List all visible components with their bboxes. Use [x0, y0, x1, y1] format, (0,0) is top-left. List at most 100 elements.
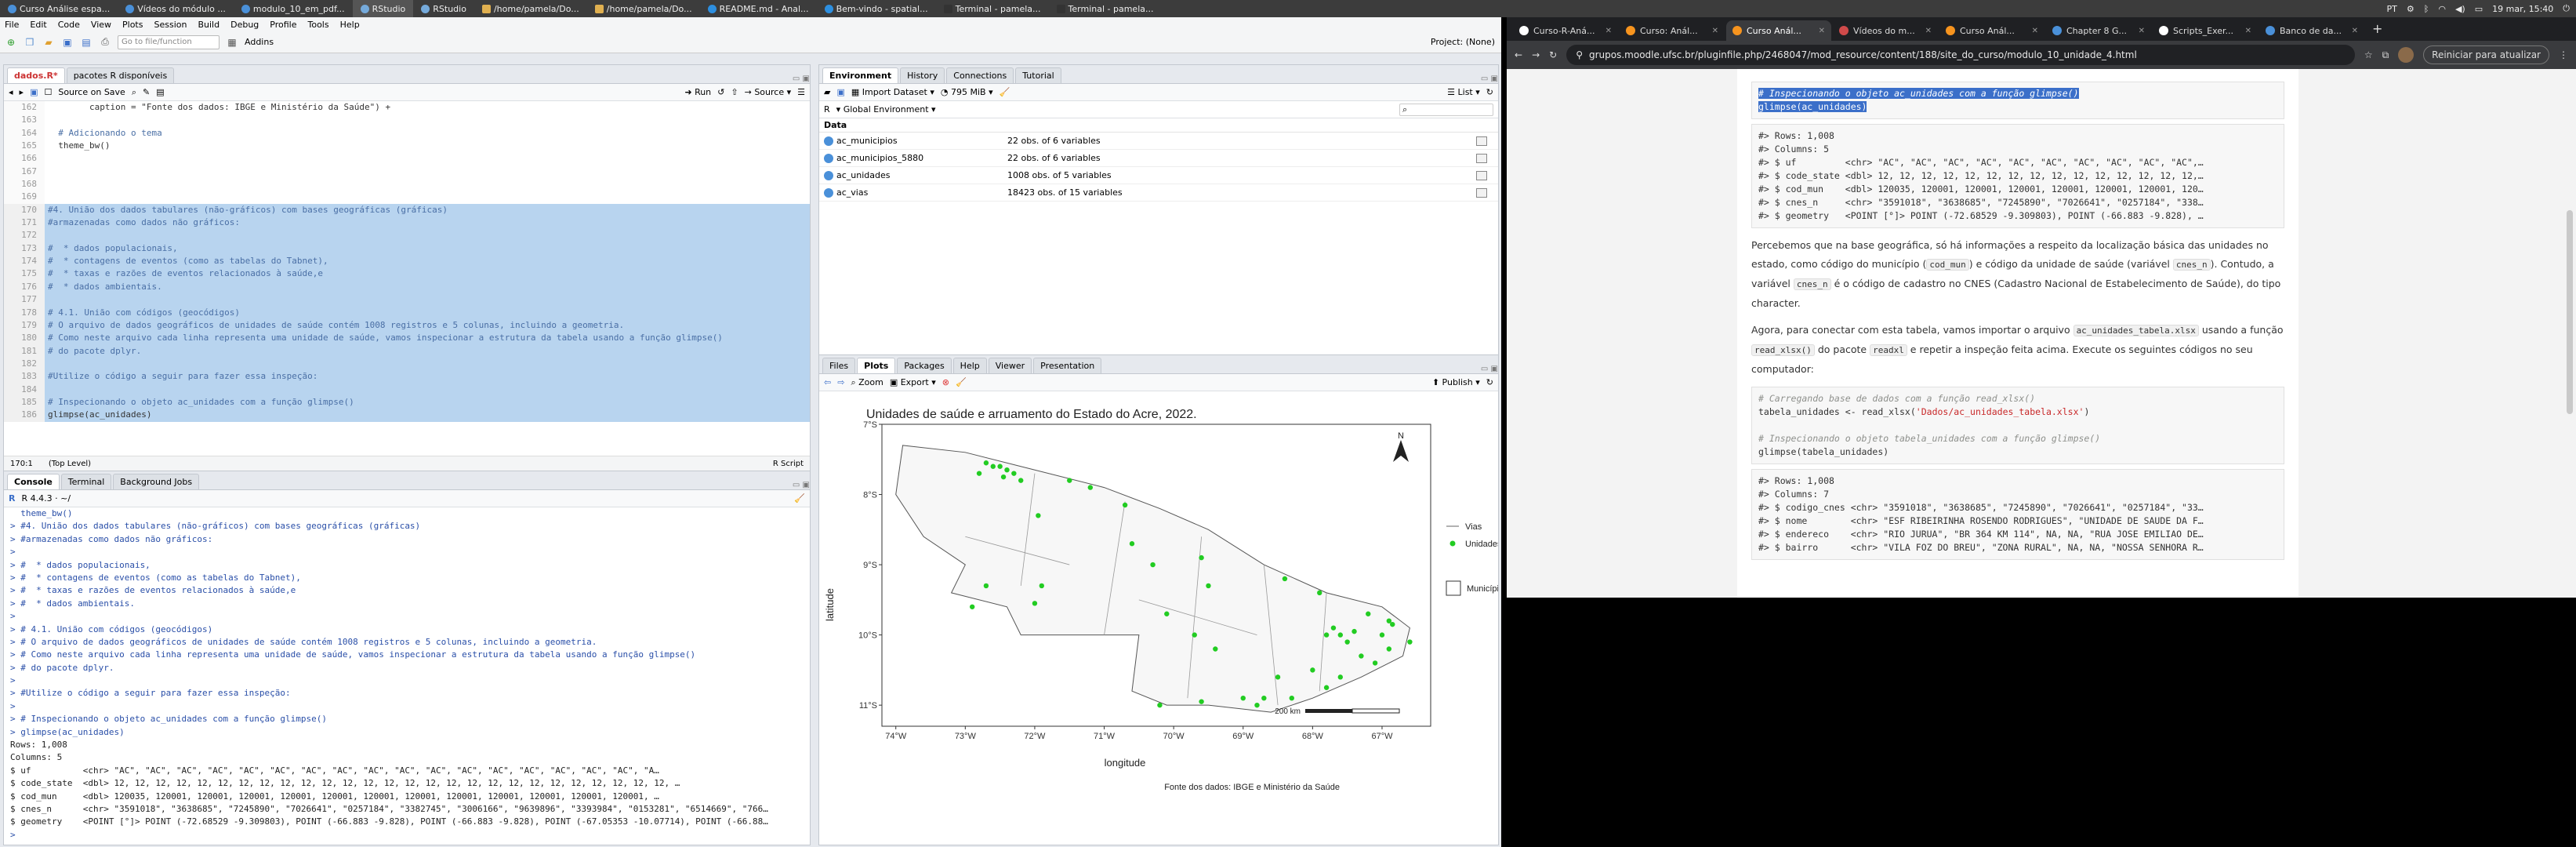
environment-row[interactable]: ac_municipios 22 obs. of 6 variables: [819, 133, 1498, 150]
scope-indicator[interactable]: (Top Level): [48, 460, 92, 468]
goto-file-input[interactable]: Go to file/function: [118, 35, 220, 49]
project-menu[interactable]: Project: (None): [1430, 37, 1495, 47]
save-icon[interactable]: ▣: [836, 87, 845, 97]
back-icon[interactable]: ◂: [9, 87, 13, 97]
settings-icon[interactable]: ⚙: [2406, 3, 2415, 14]
taskbar-app-5[interactable]: /home/pamela/Do...: [474, 0, 587, 17]
menu-help[interactable]: Help: [339, 19, 360, 30]
close-tab-icon[interactable]: ✕: [2031, 26, 2038, 35]
expand-icon[interactable]: [824, 170, 833, 180]
clock[interactable]: 19 mar, 15:40: [2492, 3, 2554, 14]
close-tab-icon[interactable]: ✕: [2244, 26, 2251, 35]
restart-update-button[interactable]: Reiniciar para atualizar: [2423, 45, 2549, 64]
tab-plots[interactable]: Plots: [857, 358, 896, 373]
pane-controls[interactable]: ▭ ▣: [792, 481, 810, 489]
save-all-icon[interactable]: ▤: [82, 36, 91, 48]
clear-env-icon[interactable]: 🧹: [999, 87, 1010, 97]
browser-tab[interactable]: Curso Anál... ✕: [1939, 20, 2044, 41]
menu-edit[interactable]: Edit: [30, 19, 47, 30]
addins-menu[interactable]: Addins: [245, 37, 274, 47]
tab-terminal[interactable]: Terminal: [60, 474, 112, 489]
taskbar-app-2[interactable]: modulo_10_em_pdf...: [234, 0, 353, 17]
refresh-icon[interactable]: ↻: [1486, 87, 1493, 97]
site-info-icon[interactable]: ⚲: [1576, 49, 1583, 60]
source-button[interactable]: → Source ▾: [744, 87, 792, 97]
close-tab-icon[interactable]: ✕: [2351, 26, 2358, 35]
menu-build[interactable]: Build: [198, 19, 220, 30]
menu-file[interactable]: File: [5, 19, 20, 30]
menu-session[interactable]: Session: [154, 19, 187, 30]
tab-connections[interactable]: Connections: [946, 67, 1014, 83]
page-scrollbar[interactable]: [2567, 210, 2573, 414]
view-table-icon[interactable]: [1476, 170, 1487, 180]
power-icon[interactable]: ⏻: [2563, 3, 2570, 13]
taskbar-app-7[interactable]: README.md - Anal...: [700, 0, 817, 17]
new-tab-icon[interactable]: +: [2372, 21, 2383, 36]
keyboard-layout[interactable]: PT: [2386, 3, 2397, 14]
menu-plots[interactable]: Plots: [122, 19, 143, 30]
taskbar-app-1[interactable]: Vídeos do módulo ...: [118, 0, 234, 17]
battery-icon[interactable]: ▭: [2474, 3, 2483, 14]
bookmark-star-icon[interactable]: ☆: [2364, 49, 2373, 60]
close-tab-icon[interactable]: ✕: [1711, 26, 1718, 35]
browser-tab[interactable]: Scripts_Exer... ✕: [2153, 20, 2258, 41]
environment-row[interactable]: ac_municipios_5880 22 obs. of 6 variables: [819, 150, 1498, 167]
tab-pacotes[interactable]: pacotes R disponíveis: [66, 67, 175, 83]
save-icon[interactable]: ▣: [63, 36, 72, 48]
publish-button[interactable]: ⬆ Publish ▾: [1431, 377, 1480, 387]
open-icon[interactable]: ▰: [824, 87, 831, 97]
menu-tools[interactable]: Tools: [307, 19, 329, 30]
back-icon[interactable]: ←: [1515, 49, 1523, 60]
view-table-icon[interactable]: [1476, 187, 1487, 198]
pane-controls[interactable]: ▭ ▣: [792, 75, 810, 83]
environment-search[interactable]: ⌕: [1399, 103, 1493, 116]
taskbar-app-10[interactable]: Terminal - pamela...: [1049, 0, 1162, 17]
save-icon[interactable]: ▣: [30, 87, 38, 97]
up-icon[interactable]: ⇧: [731, 87, 738, 97]
grid-icon[interactable]: ▦: [227, 36, 237, 48]
console-output[interactable]: theme_bw() > #4. União dos dados tabulare…: [4, 507, 810, 845]
wand-icon[interactable]: ✎: [143, 87, 151, 97]
menu-debug[interactable]: Debug: [230, 19, 259, 30]
tab-viewer[interactable]: Viewer: [988, 358, 1032, 373]
taskbar-app-4[interactable]: RStudio: [413, 0, 474, 17]
reload-icon[interactable]: ↻: [1549, 49, 1558, 60]
environment-row[interactable]: ac_vias 18423 obs. of 15 variables: [819, 184, 1498, 202]
pane-controls[interactable]: ▭ ▣: [1480, 365, 1498, 373]
close-tab-icon[interactable]: ✕: [1818, 26, 1825, 35]
selected-code-block[interactable]: # Inspecionando o objeto ac_unidades com…: [1751, 82, 2284, 119]
tab-dados-r[interactable]: dados.R*: [7, 67, 65, 83]
tab-files[interactable]: Files: [822, 358, 856, 373]
tab-help[interactable]: Help: [952, 358, 987, 373]
tab-presentation[interactable]: Presentation: [1033, 358, 1102, 373]
forward-icon[interactable]: →: [1532, 49, 1540, 60]
view-table-icon[interactable]: [1476, 136, 1487, 146]
clear-plots-icon[interactable]: 🧹: [955, 377, 967, 387]
forward-icon[interactable]: ▸: [19, 87, 24, 97]
back-icon[interactable]: ⇦: [824, 377, 832, 387]
compile-icon[interactable]: ▤: [156, 87, 165, 97]
rerun-icon[interactable]: ↺: [717, 87, 725, 97]
scope-select[interactable]: ▾ Global Environment ▾: [836, 104, 936, 115]
code-editor[interactable]: 162 caption = "Fonte dos dados: IBGE e M…: [4, 101, 810, 473]
tab-background-jobs[interactable]: Background Jobs: [113, 474, 200, 489]
address-bar[interactable]: ⚲ grupos.moodle.ufsc.br/pluginfile.php/2…: [1566, 45, 2355, 65]
code-block-2[interactable]: # Carregando base de dados com a função …: [1751, 387, 2284, 464]
taskbar-app-3[interactable]: RStudio: [352, 0, 414, 17]
language-select[interactable]: R: [824, 104, 830, 115]
menu-profile[interactable]: Profile: [270, 19, 297, 30]
menu-view[interactable]: View: [90, 19, 112, 30]
search-icon[interactable]: ⌕: [131, 86, 136, 97]
extensions-icon[interactable]: ⧉: [2382, 49, 2389, 60]
zoom-button[interactable]: ⌕ Zoom: [851, 376, 883, 387]
menu-kebab-icon[interactable]: ⋮: [2559, 49, 2568, 60]
print-icon[interactable]: ⎙: [101, 36, 109, 47]
tab-environment[interactable]: Environment: [822, 67, 899, 83]
open-file-icon[interactable]: ▰: [45, 36, 53, 48]
taskbar-app-9[interactable]: Terminal - pamela...: [936, 0, 1049, 17]
new-project-icon[interactable]: ❒: [25, 36, 34, 48]
run-button[interactable]: ➜ Run: [684, 87, 712, 97]
close-tab-icon[interactable]: ✕: [1925, 26, 1932, 35]
refresh-icon[interactable]: ↻: [1486, 377, 1493, 387]
tab-tutorial[interactable]: Tutorial: [1015, 67, 1061, 83]
